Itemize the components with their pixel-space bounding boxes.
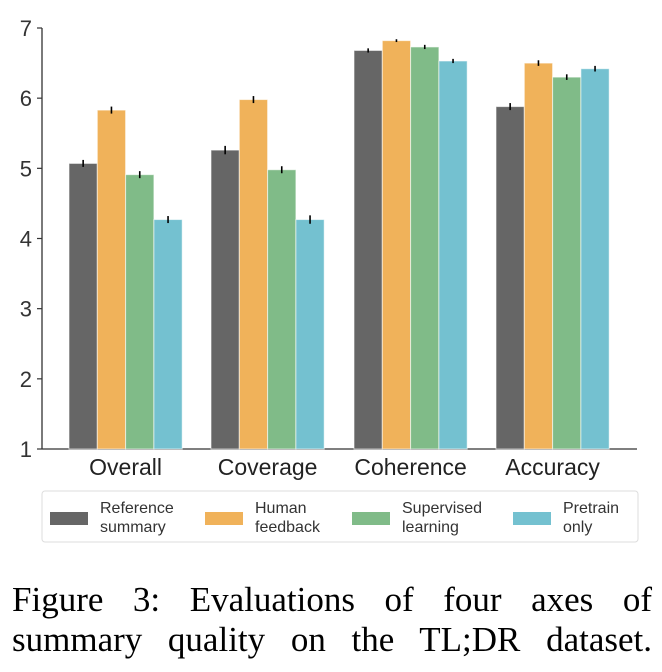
y-tick-label: 3 xyxy=(20,297,32,322)
x-tick-label: Accuracy xyxy=(505,454,600,480)
y-tick-label: 2 xyxy=(20,367,32,392)
y-tick-label: 7 xyxy=(20,16,32,41)
bar-reference-summary-coverage xyxy=(210,149,240,450)
bar-reference-summary-coherence xyxy=(353,49,383,450)
y-tick-label: 4 xyxy=(20,227,32,252)
figure-caption-line-2: summary quality on the TL;DR dataset. xyxy=(12,620,652,659)
y-tick-label: 1 xyxy=(20,437,32,462)
x-tick-label: Coverage xyxy=(218,454,318,480)
legend-label: Supervised xyxy=(402,500,482,517)
bar-reference-summary-overall xyxy=(68,162,98,450)
bar-supervised-learning-coherence xyxy=(410,46,440,450)
y-tick-label: 6 xyxy=(20,86,32,111)
legend-label: Reference xyxy=(100,500,174,517)
legend-label: learning xyxy=(402,519,459,536)
bar-reference-summary-accuracy xyxy=(495,106,525,450)
legend-label: only xyxy=(563,519,592,536)
bar-pretrain-only-overall xyxy=(153,219,183,450)
legend-box xyxy=(41,490,639,543)
figure-caption-line-1: Figure 3: Evaluations of four axes of xyxy=(12,580,652,619)
legend-label: Pretrain xyxy=(563,500,619,517)
bar-supervised-learning-overall xyxy=(125,174,155,450)
legend-swatch xyxy=(205,512,243,525)
bar-supervised-learning-accuracy xyxy=(552,76,582,450)
x-tick-label: Overall xyxy=(89,454,162,480)
bar-pretrain-only-coverage xyxy=(295,219,325,450)
legend-label: feedback xyxy=(255,519,321,536)
bar-pretrain-only-accuracy xyxy=(580,68,610,450)
bar-human-feedback-coverage xyxy=(238,99,269,450)
y-tick-label: 5 xyxy=(20,156,32,181)
x-tick-label: Coherence xyxy=(354,454,467,480)
bar-chart: 1 2 3 4 5 6 7 Overall Coverage Coherence Accuracy R… xyxy=(20,16,639,543)
bar-human-feedback-accuracy xyxy=(523,62,554,450)
bar-pretrain-only-coherence xyxy=(438,60,468,450)
legend-label: summary xyxy=(100,519,166,536)
bar-supervised-learning-coverage xyxy=(267,169,297,450)
legend-swatch xyxy=(50,512,88,525)
legend-swatch xyxy=(352,512,390,525)
legend-swatch xyxy=(513,512,551,525)
legend-label: Human xyxy=(255,500,307,517)
bar-human-feedback-coherence xyxy=(381,40,412,450)
bar-human-feedback-overall xyxy=(96,109,127,450)
